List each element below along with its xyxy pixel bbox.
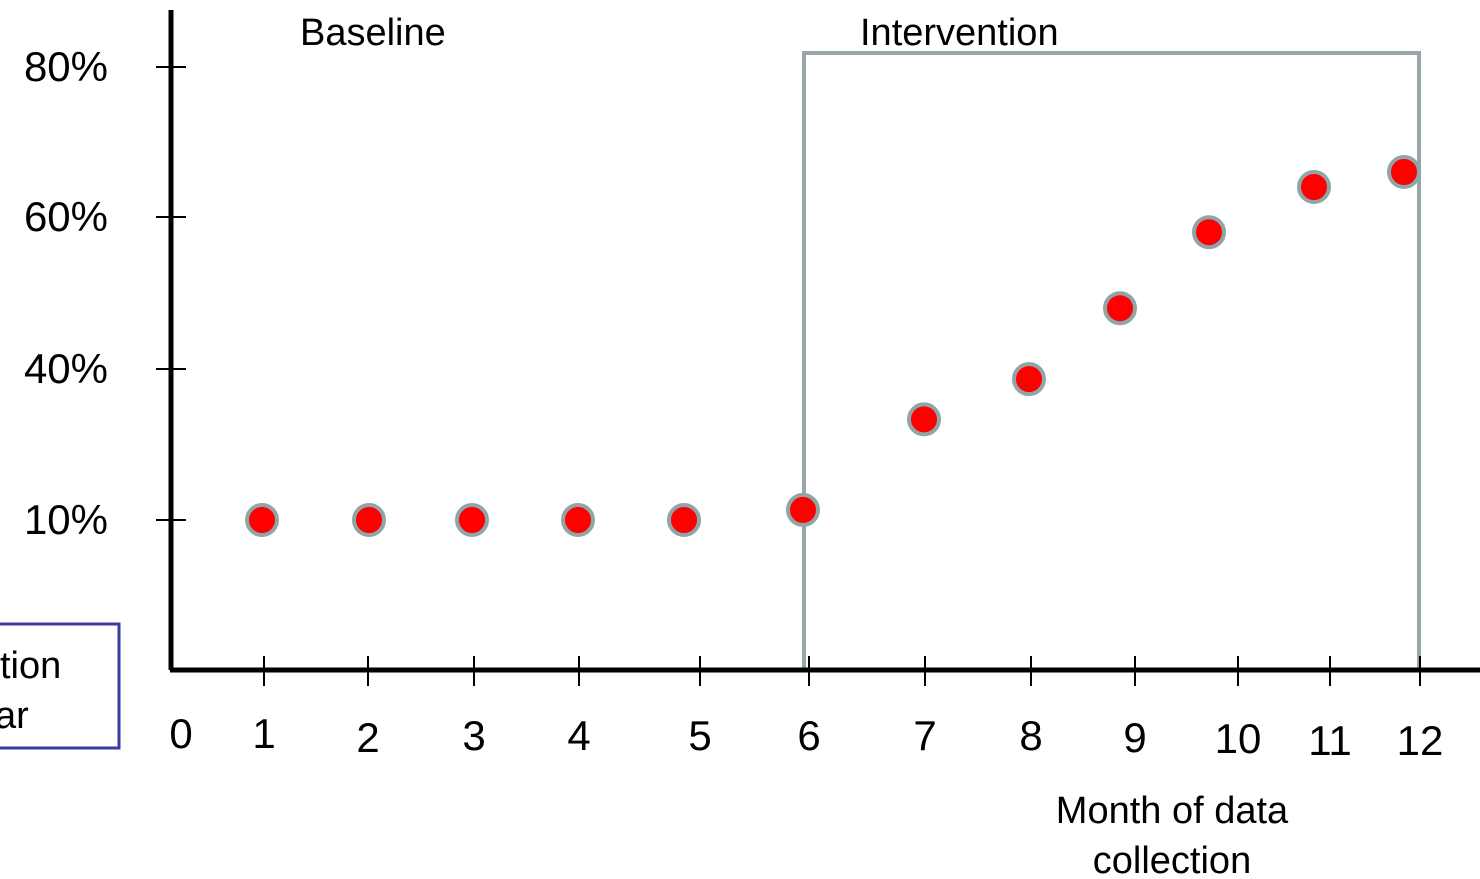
intervention-label: Intervention: [860, 12, 1059, 54]
data-point-month-11: [1297, 170, 1331, 204]
data-point-month-7: [907, 402, 941, 437]
x-tick-label: 11: [1308, 717, 1352, 764]
baseline-label: Baseline: [300, 12, 446, 54]
intervention-phase-box: [802, 51, 1421, 668]
x-tick-label: 8: [1019, 712, 1042, 759]
data-point-month-1: [245, 503, 279, 537]
data-point-month-12: [1387, 155, 1421, 189]
data-point-month-6: [786, 492, 820, 527]
y-tick-label: 40%: [24, 345, 108, 392]
x-tick-label: 3: [462, 712, 485, 759]
y-tick-label: 80%: [24, 43, 108, 90]
x-axis-title-line1: Month of data: [1056, 790, 1289, 832]
data-point-month-10: [1192, 215, 1226, 250]
x-tick-label: 6: [797, 712, 820, 759]
x-tick-label: 4: [567, 712, 590, 759]
data-point-month-8: [1012, 362, 1046, 397]
legend-box: tion ar: [0, 622, 121, 750]
x-tick-label: 10: [1215, 715, 1262, 762]
data-point-month-5: [667, 503, 701, 537]
data-point-month-2: [352, 503, 386, 537]
data-point-month-4: [561, 503, 595, 537]
y-tick-label: 60%: [24, 193, 108, 240]
y-tick-label: 10%: [24, 496, 108, 543]
x-tick-label: 5: [688, 712, 711, 759]
legend-line2: ar: [0, 695, 29, 737]
x-tick-label: 12: [1397, 717, 1444, 764]
x-axis-title-line2: collection: [1093, 840, 1251, 879]
x-tick-label: 2: [356, 714, 379, 761]
legend-line1: tion: [0, 645, 61, 687]
legend-border: [0, 622, 121, 750]
x-tick-label: 7: [913, 712, 936, 759]
data-point-month-3: [455, 503, 489, 537]
x-tick-label: 9: [1123, 714, 1146, 761]
data-point-month-9: [1103, 291, 1137, 326]
x-tick-label: 0: [169, 710, 192, 757]
x-tick-label: 1: [252, 710, 275, 757]
